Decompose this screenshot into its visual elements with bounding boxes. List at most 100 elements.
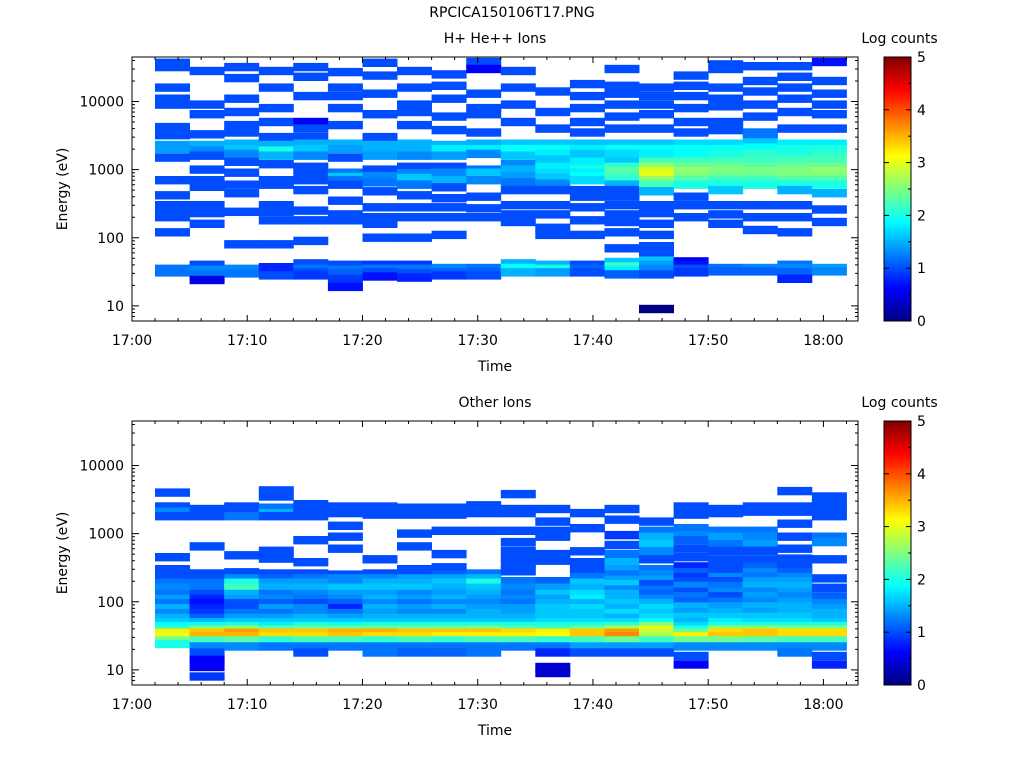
- heatmap-cell: [811, 176, 847, 185]
- heatmap-cell: [708, 592, 744, 601]
- heatmap-cell: [742, 201, 778, 210]
- heatmap-cell: [569, 558, 605, 567]
- colorbar-label: Log counts: [861, 31, 937, 47]
- heatmap-cell: [777, 507, 813, 516]
- heatmap-cell: [327, 67, 363, 77]
- heatmap-cell: [327, 583, 363, 592]
- heatmap-cell: [189, 265, 225, 274]
- heatmap-cell: [604, 565, 640, 574]
- heatmap-cell: [155, 553, 190, 562]
- heatmap-cell: [293, 144, 329, 154]
- heatmap-cell: [155, 613, 190, 623]
- heatmap-cell: [708, 149, 744, 159]
- y-tick-label: 1000: [88, 527, 124, 543]
- heatmap-cell: [155, 589, 190, 599]
- heatmap-cell: [327, 168, 363, 177]
- heatmap-cell: [466, 569, 502, 578]
- heatmap-cell: [431, 125, 467, 135]
- heatmap-cell: [569, 192, 605, 201]
- heatmap-cell: [397, 233, 432, 242]
- heatmap-cell: [293, 151, 329, 160]
- heatmap-cell: [327, 144, 363, 154]
- heatmap-cell: [708, 176, 744, 185]
- heatmap-cell: [742, 532, 778, 541]
- heatmap-cell: [569, 648, 605, 657]
- heatmap-cell: [673, 587, 709, 596]
- heatmap-cell: [397, 139, 432, 148]
- heatmap-cell: [431, 70, 467, 79]
- heatmap-cell: [673, 536, 709, 545]
- heatmap-cell: [397, 565, 432, 574]
- heatmap-cell: [673, 530, 709, 540]
- heatmap-cell: [258, 132, 294, 142]
- heatmap-cell: [777, 263, 813, 273]
- heatmap-cell: [224, 264, 260, 273]
- heatmap-cell: [155, 268, 190, 277]
- heatmap-cell: [224, 240, 260, 249]
- heatmap-cell: [362, 89, 398, 98]
- heatmap-cell: [258, 140, 294, 150]
- heatmap-cell: [362, 589, 398, 599]
- heatmap-cell: [189, 140, 225, 150]
- heatmap-cell: [155, 488, 190, 497]
- heatmap-cell: [500, 599, 536, 608]
- heatmap-cell: [639, 594, 674, 604]
- heatmap-cell: [189, 182, 225, 191]
- heatmap-cell: [811, 144, 847, 154]
- heatmap-cell: [604, 112, 640, 121]
- colorbar-tick-label: 5: [917, 50, 926, 66]
- heatmap-cell: [742, 213, 778, 222]
- heatmap-cell: [466, 574, 502, 583]
- heatmap-cell: [708, 508, 744, 518]
- heatmap-cell: [362, 578, 398, 587]
- heatmap-cell: [293, 176, 329, 185]
- heatmap-cell: [431, 112, 467, 121]
- heatmap-cell: [742, 157, 778, 166]
- heatmap-cell: [811, 100, 847, 109]
- heatmap-cell: [742, 87, 778, 96]
- heatmap-cell: [742, 608, 778, 617]
- heatmap-cell: [500, 217, 536, 227]
- heatmap-cell: [431, 549, 467, 559]
- heatmap-cell: [569, 128, 605, 137]
- heatmap-cell: [742, 581, 778, 591]
- heatmap-cell: [431, 608, 467, 618]
- heatmap-cell: [189, 542, 225, 551]
- heatmap-cell: [777, 519, 813, 528]
- heatmap-cell: [362, 272, 398, 281]
- heatmap-cell: [569, 578, 605, 587]
- heatmap-cell: [777, 201, 813, 210]
- heatmap-cell: [604, 636, 640, 645]
- heatmap-cell: [811, 574, 847, 583]
- heatmap-cell: [708, 219, 744, 228]
- heatmap-cell: [569, 524, 605, 533]
- heatmap-cell: [224, 642, 260, 651]
- heatmap-cell: [431, 203, 467, 212]
- heatmap-cell: [742, 162, 778, 171]
- heatmap-cell: [500, 160, 536, 169]
- heatmap-cell: [569, 185, 605, 195]
- heatmap-cell: [155, 604, 190, 613]
- heatmap-cell: [327, 103, 363, 113]
- heatmap-cell: [155, 507, 190, 516]
- heatmap-cell: [708, 210, 744, 219]
- heatmap-cell: [777, 554, 813, 563]
- heatmap-cell: [155, 594, 190, 604]
- heatmap-cell: [293, 162, 329, 171]
- heatmap-cell: [431, 594, 467, 604]
- heatmap-cell: [742, 138, 778, 147]
- main-title: RPCICA150106T17.PNG: [429, 5, 595, 21]
- heatmap-cell: [397, 107, 432, 117]
- heatmap-cell: [224, 608, 260, 618]
- heatmap-cell: [293, 536, 329, 545]
- heatmap-cell: [604, 608, 640, 618]
- heatmap-cell: [673, 149, 709, 159]
- heatmap-cell: [708, 562, 744, 571]
- heatmap-cell: [811, 57, 847, 67]
- heatmap-cell: [742, 555, 778, 564]
- heatmap-cell: [189, 270, 225, 279]
- heatmap-cell: [258, 594, 294, 604]
- heatmap-cell: [293, 599, 329, 608]
- heatmap-cell: [673, 544, 709, 553]
- heatmap-cell: [639, 526, 674, 535]
